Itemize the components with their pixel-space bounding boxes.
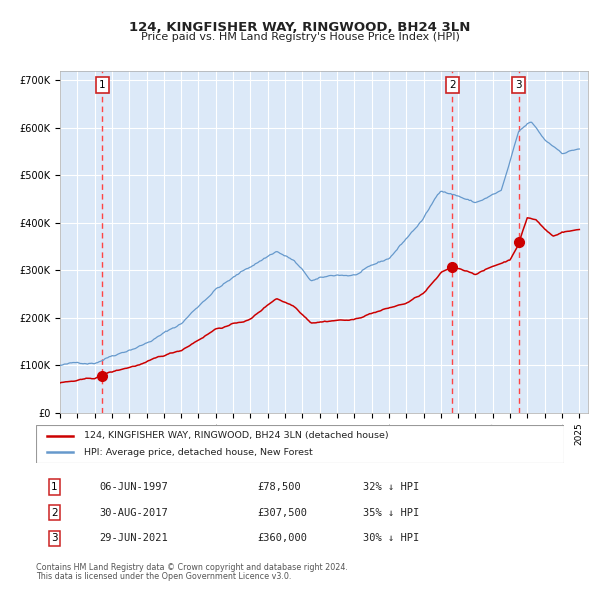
Text: 29-JUN-2021: 29-JUN-2021 [100, 533, 168, 543]
Text: 30% ↓ HPI: 30% ↓ HPI [364, 533, 419, 543]
Text: 2: 2 [449, 80, 455, 90]
Text: 35% ↓ HPI: 35% ↓ HPI [364, 507, 419, 517]
Text: 3: 3 [51, 533, 58, 543]
Text: 06-JUN-1997: 06-JUN-1997 [100, 482, 168, 492]
Text: This data is licensed under the Open Government Licence v3.0.: This data is licensed under the Open Gov… [36, 572, 292, 581]
Text: 1: 1 [99, 80, 106, 90]
Text: 124, KINGFISHER WAY, RINGWOOD, BH24 3LN (detached house): 124, KINGFISHER WAY, RINGWOOD, BH24 3LN … [83, 431, 388, 440]
Text: £78,500: £78,500 [258, 482, 302, 492]
Text: HPI: Average price, detached house, New Forest: HPI: Average price, detached house, New … [83, 448, 312, 457]
Text: Contains HM Land Registry data © Crown copyright and database right 2024.: Contains HM Land Registry data © Crown c… [36, 563, 348, 572]
FancyBboxPatch shape [36, 425, 564, 463]
Text: 124, KINGFISHER WAY, RINGWOOD, BH24 3LN: 124, KINGFISHER WAY, RINGWOOD, BH24 3LN [130, 21, 470, 34]
Text: Price paid vs. HM Land Registry's House Price Index (HPI): Price paid vs. HM Land Registry's House … [140, 32, 460, 42]
Text: 3: 3 [515, 80, 522, 90]
Text: 32% ↓ HPI: 32% ↓ HPI [364, 482, 419, 492]
Text: 30-AUG-2017: 30-AUG-2017 [100, 507, 168, 517]
Text: 2: 2 [51, 507, 58, 517]
Text: £360,000: £360,000 [258, 533, 308, 543]
Text: £307,500: £307,500 [258, 507, 308, 517]
Text: 1: 1 [51, 482, 58, 492]
